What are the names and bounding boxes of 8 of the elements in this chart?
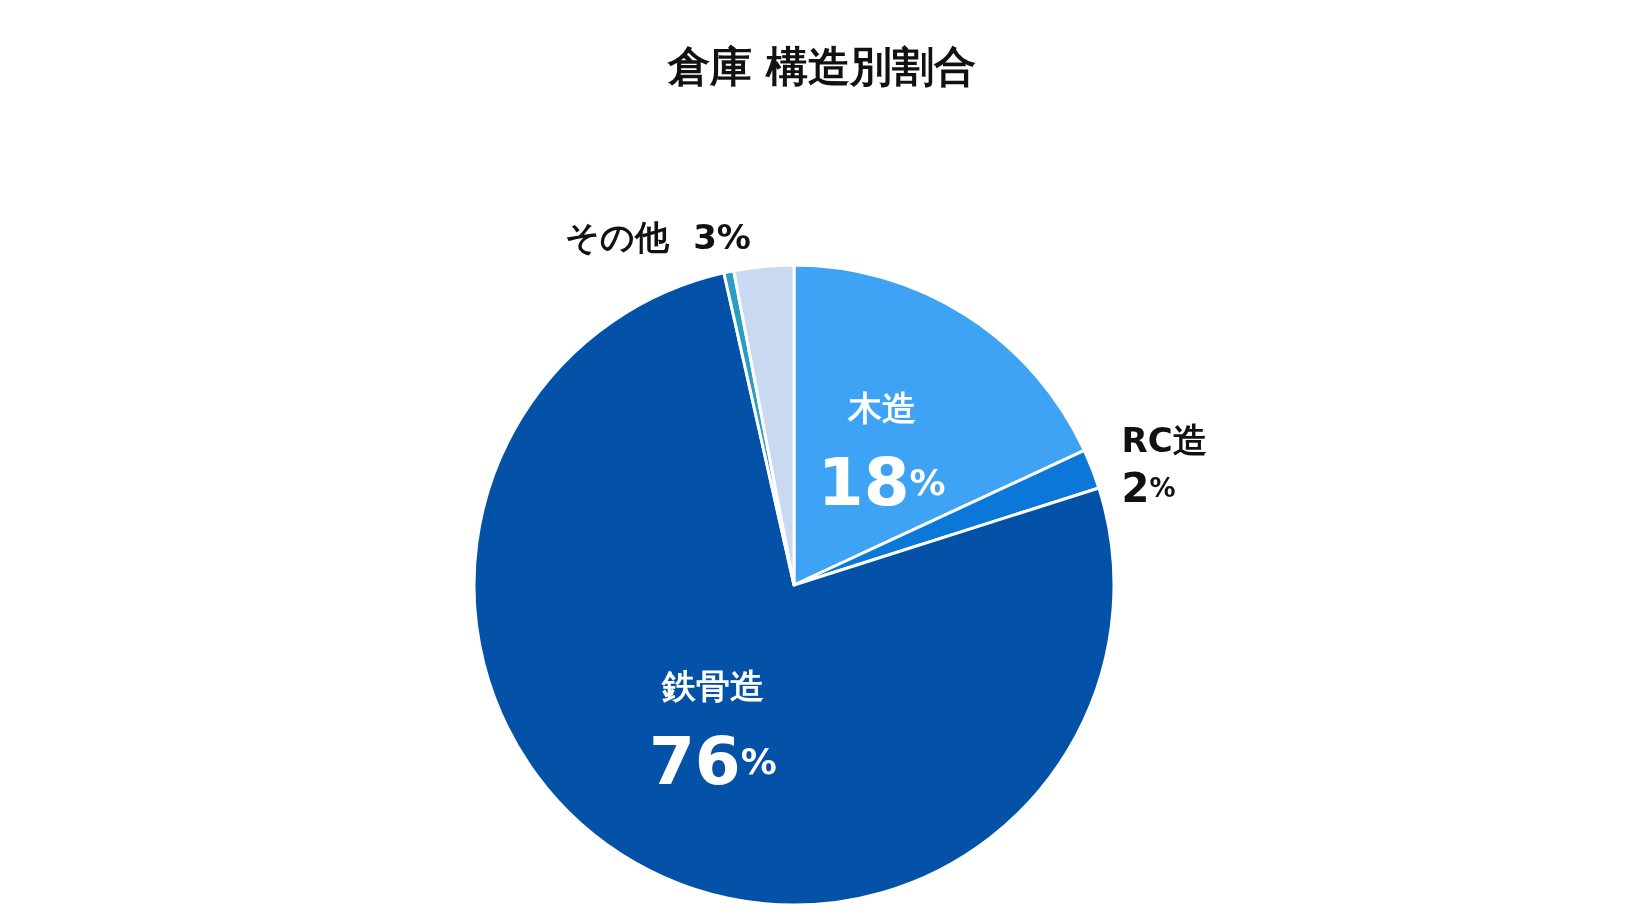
- slice-label: 木造: [846, 387, 916, 428]
- slice-label: 鉄骨造: [660, 666, 764, 707]
- data-label: 2%: [1121, 465, 1176, 512]
- data-label: 18%: [817, 444, 946, 522]
- chart-title: 倉庫 構造別割合: [666, 41, 977, 91]
- slice-label: その他 3%: [565, 216, 751, 257]
- slice-label: RC造: [1121, 420, 1207, 461]
- data-label: 76%: [648, 722, 777, 800]
